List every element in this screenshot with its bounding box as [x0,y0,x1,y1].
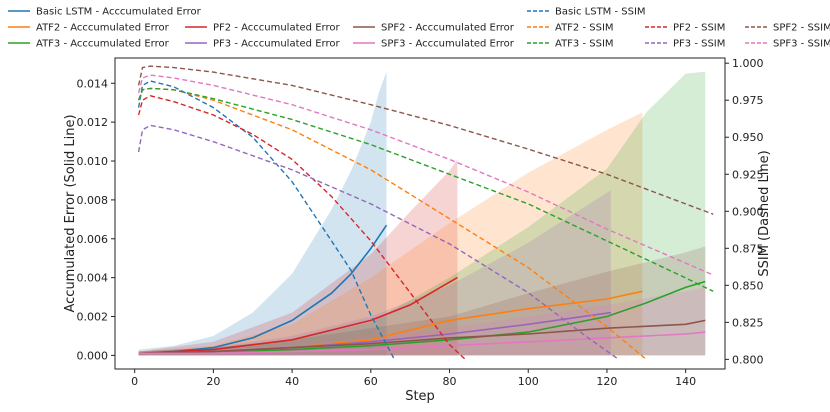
legend-label: PF3 - SSIM [673,39,725,50]
y-left-tick-label: 0.002 [77,311,109,324]
band-basic-lstm [138,71,387,356]
band-spf2 [138,246,706,356]
legend-item-atf3-ssim: ATF3 - SSIM [527,39,614,50]
error-line-spf2 [138,319,706,355]
ssim-lines [137,65,714,360]
y-left-tick-label: 0.000 [77,349,109,362]
legend-label: ATF3 - Acccumulated Error [36,39,170,50]
error-line-spf3 [138,331,706,355]
legend-item-spf2-ssim: SPF2 - SSIM [745,23,830,34]
y-left-tick-label: 0.010 [77,155,109,168]
legend-label: SPF3 - SSIM [773,39,830,50]
y-right-tick-label: 0.825 [732,316,764,329]
y-left-tick-label: 0.006 [77,233,109,246]
band-atf3 [138,71,706,356]
y-right-tick-label: 0.800 [732,353,764,366]
legend-label: Basic LSTM - Acccumulated Error [36,7,202,18]
x-tick-label: 100 [518,375,539,388]
ssim-line-atf3 [137,87,714,292]
legend-item-atf2-acccumulated-error: ATF2 - Acccumulated Error [8,23,170,34]
x-tick-label: 80 [443,375,457,388]
legend-label: PF2 - SSIM [673,23,725,34]
x-tick-label: 60 [364,375,378,388]
y-left-tick-label: 0.012 [77,116,109,129]
legend-label: SPF3 - Acccumulated Error [381,39,515,50]
band-spf3 [138,287,706,356]
legend-label: ATF2 - SSIM [555,23,614,34]
error-bands [138,71,706,356]
y-left-tick-label: 0.014 [77,77,109,90]
ssim-line-pf3 [137,124,620,360]
x-axis-label: Step [405,389,435,404]
y-left-tick-label: 0.008 [77,194,109,207]
y-right-tick-label: 0.975 [732,94,764,107]
legend-item-spf2-acccumulated-error: SPF2 - Acccumulated Error [353,23,515,34]
ssim-line-spf2 [137,65,714,215]
error-lines [138,224,706,355]
y-right-tick-label: 0.900 [732,205,764,218]
y-axis-left-label: Accumulated Error (Solid Line) [63,114,78,312]
x-tick-label: 40 [285,375,299,388]
legend-item-spf3-acccumulated-error: SPF3 - Acccumulated Error [353,39,515,50]
plot-frame [114,57,726,370]
plot-area [137,65,714,360]
y-right-tick-label: 0.875 [732,242,764,255]
y-right-tick-label: 0.850 [732,279,764,292]
y-right-tick-label: 1.000 [732,57,764,70]
legend-item-pf3-acccumulated-error: PF3 - Acccumulated Error [185,39,340,50]
legend-label: PF3 - Acccumulated Error [213,39,340,50]
y-right-tick-label: 0.925 [732,168,764,181]
legend-item-pf3-ssim: PF3 - SSIM [645,39,725,50]
x-tick-label: 0 [131,375,138,388]
legend: Basic LSTM - Acccumulated Error ATF2 - Ac… [8,7,830,50]
legend-item-pf2-acccumulated-error: PF2 - Acccumulated Error [185,23,340,34]
x-tick-label: 20 [206,375,220,388]
legend-label: SPF2 - SSIM [773,23,830,34]
x-tick-label: 120 [596,375,617,388]
ssim-line-spf3 [137,74,714,276]
axes: 0 20 40 60 80 100 120 140 0.000 0.002 0.004 0.006 0.… [77,57,764,388]
band-atf2 [138,112,643,356]
legend-label: SPF2 - Acccumulated Error [381,23,515,34]
legend-item-atf2-ssim: ATF2 - SSIM [527,23,614,34]
x-tick-label: 140 [675,375,696,388]
legend-item-basic-lstm-ssim: Basic LSTM - SSIM [527,7,646,18]
y-axis-right-label: SSIM (Dashed Line) [757,150,772,276]
y-left-tick-label: 0.004 [77,272,109,285]
y-right-tick-label: 0.950 [732,131,764,144]
legend-label: PF2 - Acccumulated Error [213,23,340,34]
legend-label: ATF3 - SSIM [555,39,614,50]
ssim-line-pf2 [137,95,466,360]
legend-label: ATF2 - Acccumulated Error [36,23,170,34]
band-pf2 [138,159,458,356]
ssim-line-basic-lstm [137,80,396,360]
legend-item-pf2-ssim: PF2 - SSIM [645,23,725,34]
legend-item-spf3-ssim: SPF3 - SSIM [745,39,830,50]
error-line-pf2 [138,276,458,355]
legend-item-atf3-acccumulated-error: ATF3 - Acccumulated Error [8,39,170,50]
legend-label: Basic LSTM - SSIM [555,7,646,18]
legend-item-basic-lstm-acccumulated-error: Basic LSTM - Acccumulated Error [8,7,202,18]
